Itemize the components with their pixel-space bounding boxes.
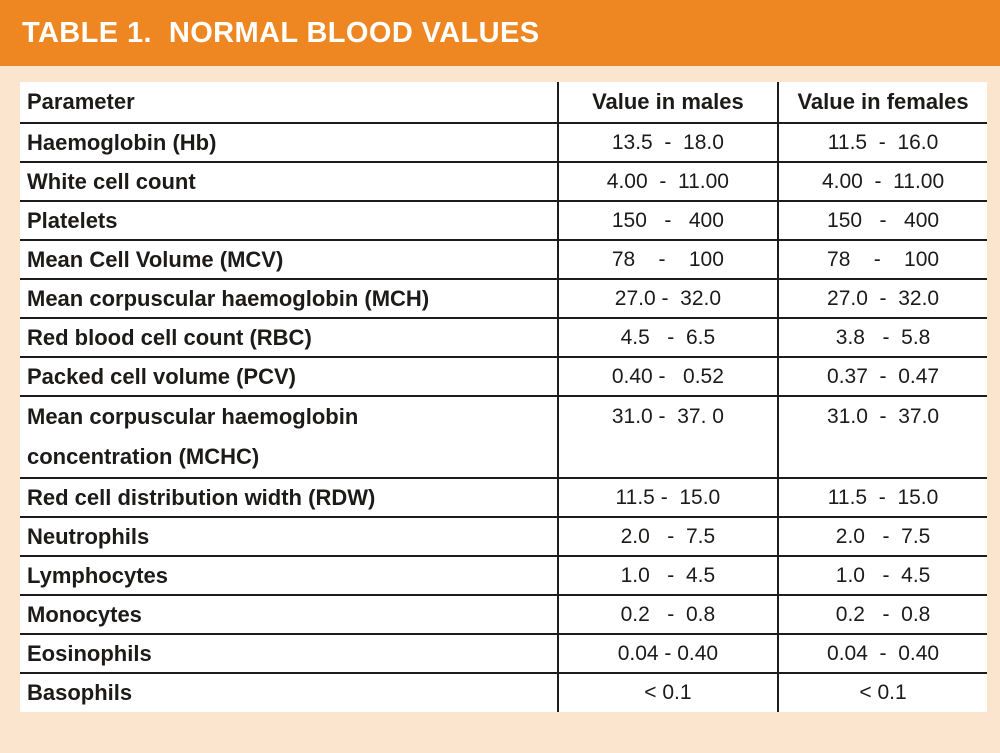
table-container: Parameter Value in males Value in female… — [20, 82, 987, 712]
parameter-text-line: Mean corpuscular haemoglobin — [27, 404, 359, 429]
parameter-text-line: concentration (MCHC) — [27, 444, 260, 469]
header-bar: TABLE 1. NORMAL BLOOD VALUES — [0, 0, 1000, 66]
male-value-cell: 150 - 400 — [556, 200, 779, 240]
parameter-cell: Lymphocytes — [20, 555, 558, 595]
table-row: Basophils < 0.1 < 0.1 — [20, 672, 987, 712]
parameter-cell: Mean corpuscular haemoglobin concentrati… — [20, 395, 558, 478]
female-value-cell: 0.37 - 0.47 — [777, 356, 987, 396]
table-row: Lymphocytes 1.0 - 4.5 1.0 - 4.5 — [20, 555, 987, 595]
table-row: Red cell distribution width (RDW) 11.5 -… — [20, 477, 987, 517]
female-value-cell: 11.5 - 15.0 — [777, 477, 987, 517]
male-value-cell: 1.0 - 4.5 — [556, 555, 779, 595]
table-row: Haemoglobin (Hb) 13.5 - 18.0 11.5 - 16.0 — [20, 122, 987, 162]
male-value-cell: 2.0 - 7.5 — [556, 516, 779, 556]
female-value-cell: 27.0 - 32.0 — [777, 278, 987, 318]
parameter-cell: Packed cell volume (PCV) — [20, 356, 558, 396]
column-header-parameter: Parameter — [27, 89, 135, 114]
table-row: Red blood cell count (RBC) 4.5 - 6.5 3.8… — [20, 317, 987, 357]
table-row: Eosinophils 0.04 - 0.40 0.04 - 0.40 — [20, 633, 987, 673]
male-value-cell: 0.04 - 0.40 — [556, 633, 779, 673]
table-row: Monocytes 0.2 - 0.8 0.2 - 0.8 — [20, 594, 987, 634]
female-value-cell: 150 - 400 — [777, 200, 987, 240]
parameter-cell: Red blood cell count (RBC) — [20, 317, 558, 357]
female-value-cell: 4.00 - 11.00 — [777, 161, 987, 201]
table-row: Packed cell volume (PCV) 0.40 - 0.52 0.3… — [20, 356, 987, 396]
female-value-cell: 11.5 - 16.0 — [777, 122, 987, 162]
column-header-value-females: Value in females — [777, 82, 987, 123]
female-value-cell: 0.2 - 0.8 — [777, 594, 987, 634]
parameter-cell: Red cell distribution width (RDW) — [20, 477, 558, 517]
female-value-cell: 78 - 100 — [777, 239, 987, 279]
female-value-cell: 1.0 - 4.5 — [777, 555, 987, 595]
male-value-cell: < 0.1 — [556, 672, 779, 712]
table-row: White cell count 4.00 - 11.00 4.00 - 11.… — [20, 161, 987, 201]
blood-values-table: Parameter Value in males Value in female… — [20, 82, 987, 712]
parameter-cell: Haemoglobin (Hb) — [20, 122, 558, 162]
table-row: Mean corpuscular haemoglobin (MCH) 27.0 … — [20, 278, 987, 318]
male-value-cell: 31.0 - 37. 0 — [556, 395, 779, 478]
page-title: TABLE 1. NORMAL BLOOD VALUES — [22, 16, 540, 49]
female-value-cell: < 0.1 — [777, 672, 987, 712]
parameter-cell: Mean Cell Volume (MCV) — [20, 239, 558, 279]
male-value-cell: 27.0 - 32.0 — [556, 278, 779, 318]
table-row: Mean Cell Volume (MCV) 78 - 100 78 - 100 — [20, 239, 987, 279]
female-value-cell: 31.0 - 37.0 — [777, 395, 987, 478]
male-value-cell: 0.2 - 0.8 — [556, 594, 779, 634]
male-value-cell: 11.5 - 15.0 — [556, 477, 779, 517]
parameter-cell: Neutrophils — [20, 516, 558, 556]
parameter-cell: Basophils — [20, 672, 558, 712]
male-value-cell: 13.5 - 18.0 — [556, 122, 779, 162]
female-value-cell: 3.8 - 5.8 — [777, 317, 987, 357]
parameter-cell: Platelets — [20, 200, 558, 240]
male-value-cell: 78 - 100 — [556, 239, 779, 279]
male-value-cell: 0.40 - 0.52 — [556, 356, 779, 396]
column-header-value-males: Value in males — [556, 82, 779, 123]
table-row: Neutrophils 2.0 - 7.5 2.0 - 7.5 — [20, 516, 987, 556]
parameter-cell: Monocytes — [20, 594, 558, 634]
male-value-cell: 4.5 - 6.5 — [556, 317, 779, 357]
parameter-cell: Eosinophils — [20, 633, 558, 673]
female-value-cell: 2.0 - 7.5 — [777, 516, 987, 556]
parameter-cell: Mean corpuscular haemoglobin (MCH) — [20, 278, 558, 318]
table-header-row: Parameter Value in males Value in female… — [20, 82, 987, 123]
male-value-cell: 4.00 - 11.00 — [556, 161, 779, 201]
table-row: Mean corpuscular haemoglobin concentrati… — [20, 395, 987, 478]
table-row: Platelets 150 - 400 150 - 400 — [20, 200, 987, 240]
female-value-cell: 0.04 - 0.40 — [777, 633, 987, 673]
parameter-cell: White cell count — [20, 161, 558, 201]
